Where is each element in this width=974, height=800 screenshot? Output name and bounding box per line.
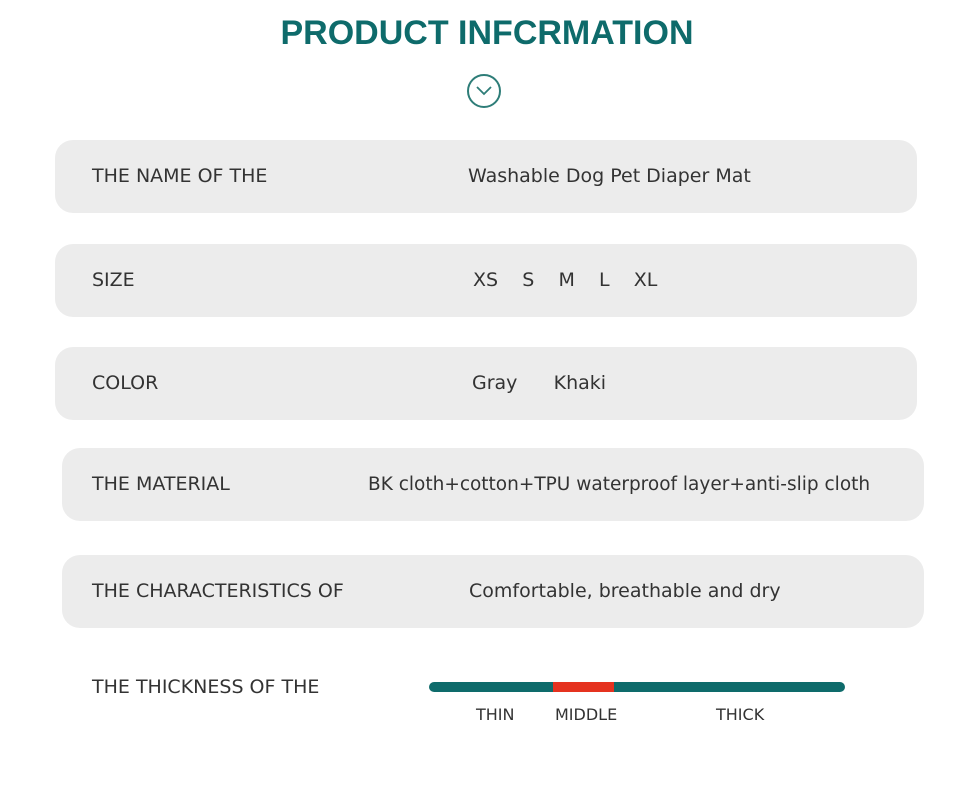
info-row-size: SIZE XS S M L XL [55, 244, 917, 317]
thickness-level-thick: THICK [716, 705, 765, 724]
row-label: THE MATERIAL [92, 473, 230, 495]
row-value: Gray Khaki [472, 372, 607, 394]
row-value: Washable Dog Pet Diaper Mat [468, 165, 751, 187]
page-title: PRODUCT INFCRMATION [280, 14, 694, 52]
info-row-color: COLOR Gray Khaki [55, 347, 917, 420]
row-label: SIZE [92, 269, 135, 291]
info-row-characteristics: THE CHARACTERISTICS OF Comfortable, brea… [62, 555, 924, 628]
row-value: XS S M L XL [473, 269, 658, 291]
row-label: THE NAME OF THE [92, 165, 268, 187]
thickness-level-middle: MIDDLE [555, 705, 618, 724]
row-label: THE CHARACTERISTICS OF [92, 580, 344, 602]
chevron-down-circle-icon [467, 74, 501, 108]
info-row-name: THE NAME OF THE Washable Dog Pet Diaper … [55, 140, 917, 213]
row-label: COLOR [92, 372, 159, 394]
row-value: Comfortable, breathable and dry [469, 580, 781, 602]
info-row-material: THE MATERIAL BK cloth+cotton+TPU waterpr… [62, 448, 924, 521]
thickness-selected-segment [553, 682, 614, 692]
thickness-label: THE THICKNESS OF THE [92, 676, 320, 698]
thickness-bar [429, 682, 845, 692]
row-value: BK cloth+cotton+TPU waterproof layer+ant… [368, 474, 871, 495]
thickness-level-thin: THIN [476, 705, 515, 724]
